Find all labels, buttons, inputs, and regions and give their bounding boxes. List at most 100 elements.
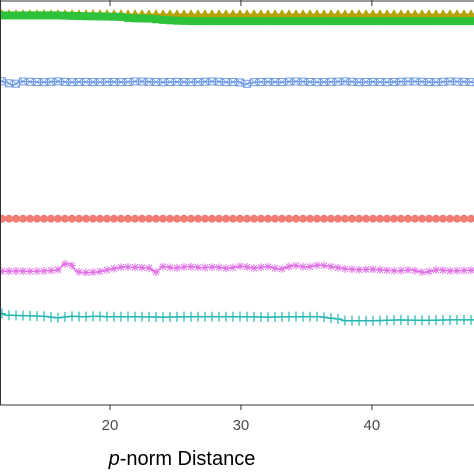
data-point: [166, 263, 174, 272]
data-point: [466, 9, 474, 18]
data-point: [404, 214, 412, 223]
data-point: [460, 214, 468, 223]
data-point: [200, 9, 210, 18]
data-point: [47, 312, 55, 323]
data-point: [313, 311, 321, 322]
data-point: [389, 9, 399, 18]
data-point: [376, 315, 384, 326]
data-point: [285, 311, 293, 322]
data-point: [110, 264, 118, 273]
data-point: [215, 311, 223, 322]
data-point: [313, 214, 321, 223]
data-point: [187, 17, 195, 26]
data-point: [418, 214, 426, 223]
data-point: [96, 12, 104, 21]
data-point: [158, 9, 168, 18]
data-point: [334, 314, 342, 324]
data-point: [194, 263, 202, 272]
data-point: [229, 17, 237, 26]
data-point: [306, 262, 314, 271]
data-point: [439, 214, 447, 223]
data-point: [410, 9, 420, 18]
data-point: [40, 311, 48, 322]
data-point: [453, 17, 461, 26]
data-point: [368, 9, 378, 18]
data-point: [327, 262, 335, 271]
data-point: [369, 214, 377, 223]
data-point: [320, 261, 328, 270]
data-point: [179, 9, 189, 18]
data-point: [201, 263, 209, 272]
data-point: [299, 214, 307, 223]
data-point: [250, 17, 258, 26]
data-point: [243, 311, 251, 322]
data-point: [299, 17, 307, 26]
data-point: [180, 16, 188, 25]
data-point: [61, 214, 69, 223]
data-point: [271, 17, 279, 26]
data-point: [341, 17, 349, 26]
data-point: [285, 214, 293, 223]
data-point: [173, 214, 181, 223]
series-2: [0, 11, 474, 26]
data-point: [193, 9, 203, 18]
data-point: [425, 17, 433, 26]
data-point: [5, 267, 13, 276]
data-point: [75, 12, 83, 21]
data-point: [453, 214, 461, 223]
data-point: [313, 261, 321, 270]
data-point: [383, 315, 391, 326]
data-point: [404, 266, 412, 275]
data-point: [383, 17, 391, 26]
data-point: [333, 9, 343, 18]
data-point: [159, 214, 167, 223]
data-point: [54, 312, 62, 323]
data-point: [12, 310, 20, 321]
data-point: [361, 9, 371, 18]
data-point: [326, 9, 336, 18]
data-point: [180, 311, 188, 322]
data-point: [341, 214, 349, 223]
data-point: [89, 311, 97, 322]
data-point: [467, 214, 474, 223]
data-point: [327, 313, 335, 324]
data-point: [292, 261, 300, 270]
data-point: [334, 263, 342, 272]
data-point: [131, 214, 139, 223]
data-point: [425, 214, 433, 223]
x-axis-title-rest: -norm Distance: [120, 448, 256, 470]
series-layer: [0, 9, 474, 326]
data-point: [12, 214, 20, 223]
data-point: [438, 9, 448, 18]
series-6: [0, 308, 474, 326]
data-point: [320, 312, 328, 323]
data-point: [0, 214, 6, 223]
data-point: [299, 262, 307, 271]
data-point: [299, 311, 307, 322]
data-point: [383, 214, 391, 223]
data-point: [376, 214, 384, 223]
data-point: [383, 266, 391, 275]
data-point: [306, 17, 314, 26]
data-point: [19, 310, 27, 321]
data-point: [439, 315, 447, 326]
data-point: [194, 311, 202, 322]
data-point: [222, 264, 230, 273]
data-point: [348, 265, 356, 274]
data-point: [47, 11, 55, 20]
data-point: [348, 315, 356, 326]
data-point: [138, 214, 146, 223]
data-point: [19, 267, 27, 276]
data-point: [362, 17, 370, 26]
data-point: [194, 17, 202, 26]
data-point: [26, 267, 34, 276]
data-point: [235, 9, 245, 18]
data-point: [54, 214, 62, 223]
data-point: [390, 266, 398, 275]
data-point: [439, 266, 447, 275]
x-axis-title: p-norm Distance: [108, 448, 256, 470]
data-point: [61, 260, 69, 269]
data-point: [397, 314, 405, 325]
data-point: [264, 17, 272, 26]
data-point: [215, 17, 223, 26]
